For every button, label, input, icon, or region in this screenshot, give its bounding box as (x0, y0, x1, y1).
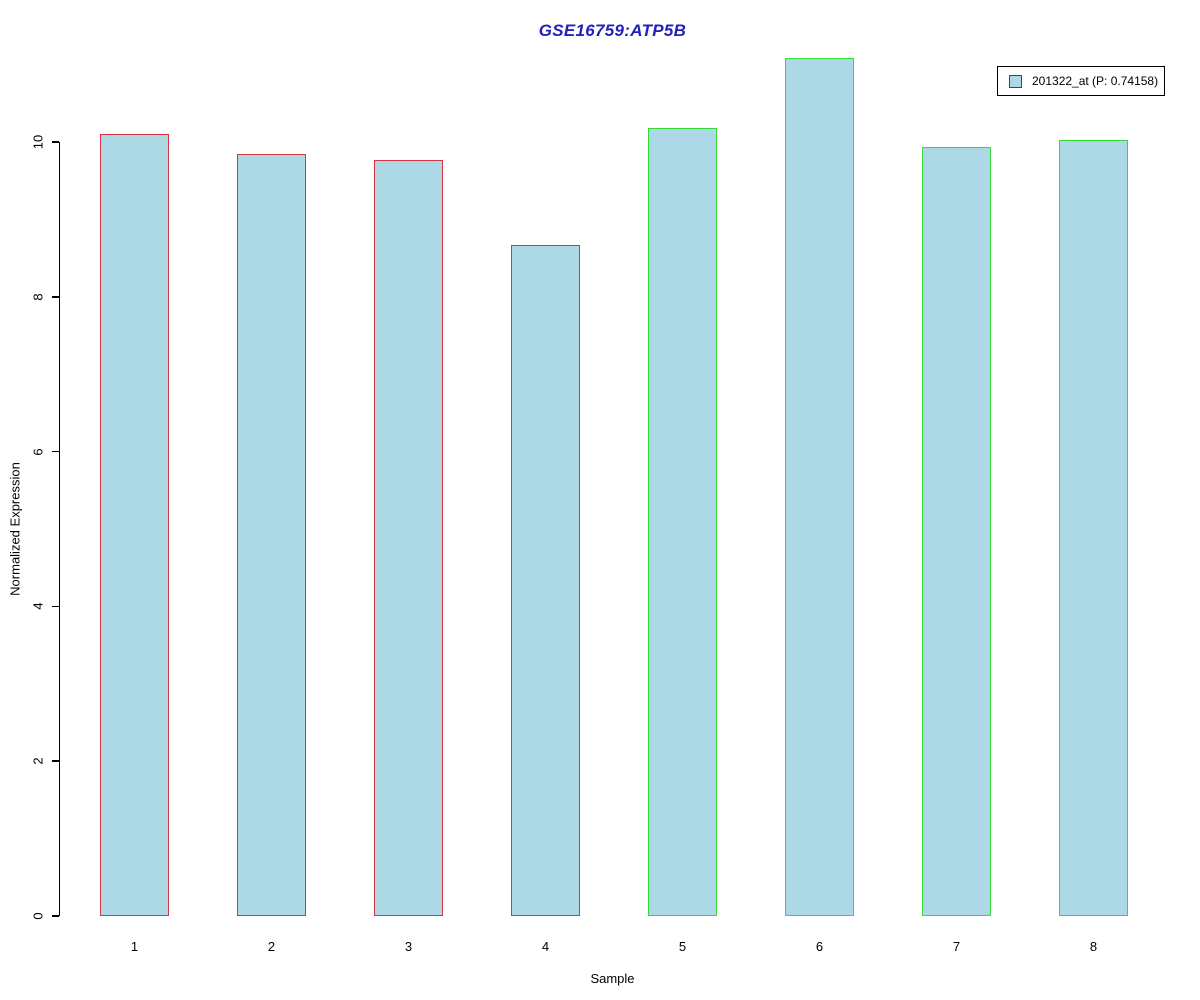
y-tick-label: 8 (30, 293, 46, 301)
bar (374, 159, 443, 916)
y-tick-mark (51, 296, 59, 298)
y-tick-label: 4 (30, 602, 46, 611)
x-tick-label: 1 (130, 939, 139, 954)
x-tick-label: 6 (815, 939, 824, 954)
legend: 201322_at (P: 0.74158) (997, 66, 1165, 96)
x-tick-label: 8 (1089, 939, 1098, 954)
y-tick-mark (51, 605, 59, 608)
y-tick-mark (51, 760, 59, 762)
x-tick-label: 4 (541, 939, 550, 954)
bar (1059, 139, 1128, 916)
y-tick-mark (51, 450, 59, 453)
chart-title: GSE16759:ATP5B (538, 21, 687, 40)
x-tick-label: 2 (267, 939, 276, 954)
bar (511, 244, 580, 916)
bar (648, 128, 717, 916)
y-tick-label: 2 (30, 757, 46, 765)
y-axis-line (58, 142, 60, 916)
legend-swatch-icon (1009, 74, 1022, 88)
y-tick-mark (51, 915, 59, 917)
bar (922, 146, 991, 916)
bar (785, 58, 854, 916)
y-tick-label: 6 (30, 447, 46, 456)
y-tick-mark (51, 141, 59, 143)
legend-label: 201322_at (P: 0.74158) (1032, 74, 1159, 88)
x-tick-label: 7 (952, 939, 961, 954)
bar (100, 134, 169, 916)
y-tick-label: 10 (30, 134, 46, 150)
y-axis-title: Normalized Expression (7, 462, 23, 596)
bar (237, 153, 306, 916)
x-tick-label: 5 (678, 939, 687, 954)
y-tick-label: 0 (30, 912, 46, 920)
x-tick-label: 3 (404, 939, 413, 954)
x-axis-title: Sample (590, 971, 635, 986)
